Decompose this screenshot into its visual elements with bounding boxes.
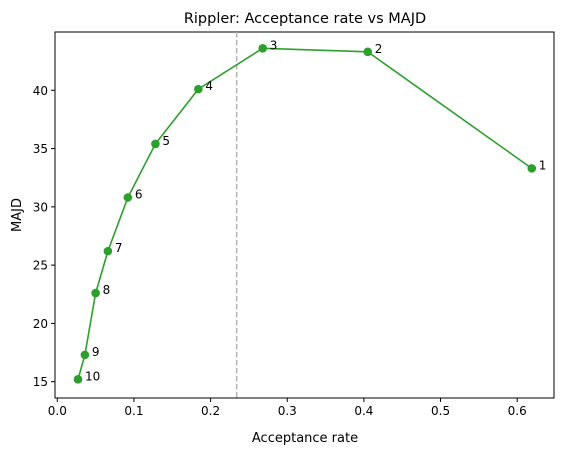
data-point-label: 10 (85, 369, 100, 383)
y-tick-label: 35 (33, 142, 48, 156)
x-tick-label: 0.6 (508, 404, 527, 418)
y-tick-label: 15 (33, 375, 48, 389)
data-point-label: 4 (205, 79, 213, 93)
data-point (363, 47, 373, 57)
data-point (91, 288, 100, 298)
y-tick-label: 30 (33, 200, 48, 214)
y-axis-label: MAJD (10, 198, 25, 232)
data-point-label: 3 (270, 38, 278, 52)
data-point-label: 8 (103, 283, 111, 297)
x-axis: 0.0 0.1 0.2 0.3 0.4 0.5 0.6 (48, 398, 527, 418)
data-point-label: 6 (135, 188, 143, 202)
chart-title: Rippler: Acceptance rate vs MAJD (184, 11, 426, 27)
data-point (123, 193, 133, 202)
data-point (80, 350, 90, 360)
y-tick-label: 25 (33, 259, 48, 273)
data-point-label: 2 (375, 42, 383, 56)
x-axis-label: Acceptance rate (252, 431, 358, 446)
x-tick-label: 0.4 (354, 404, 373, 418)
x-tick-label: 0.5 (431, 404, 450, 418)
plot-frame (54, 31, 555, 399)
data-point (73, 375, 83, 384)
y-tick-label: 40 (33, 84, 48, 98)
data-point-label: 7 (115, 241, 123, 255)
data-point (194, 84, 203, 94)
data-point (151, 139, 160, 149)
y-axis: 15 20 25 30 35 40 (33, 84, 55, 389)
y-tick-label: 20 (33, 317, 48, 331)
data-point (103, 246, 113, 256)
x-tick-label: 0.1 (124, 404, 143, 418)
data-point-label: 5 (162, 134, 170, 148)
data-point (258, 44, 268, 53)
data-point (527, 164, 537, 173)
data-point-label: 1 (539, 158, 547, 172)
x-tick-label: 0.2 (201, 404, 220, 418)
x-tick-label: 0.3 (278, 404, 297, 418)
data-point-label: 9 (92, 345, 100, 359)
series-layer: 1 2 3 4 5 6 7 8 9 10 (73, 38, 547, 384)
x-tick-label: 0.0 (48, 404, 67, 418)
series-line (77, 47, 533, 380)
